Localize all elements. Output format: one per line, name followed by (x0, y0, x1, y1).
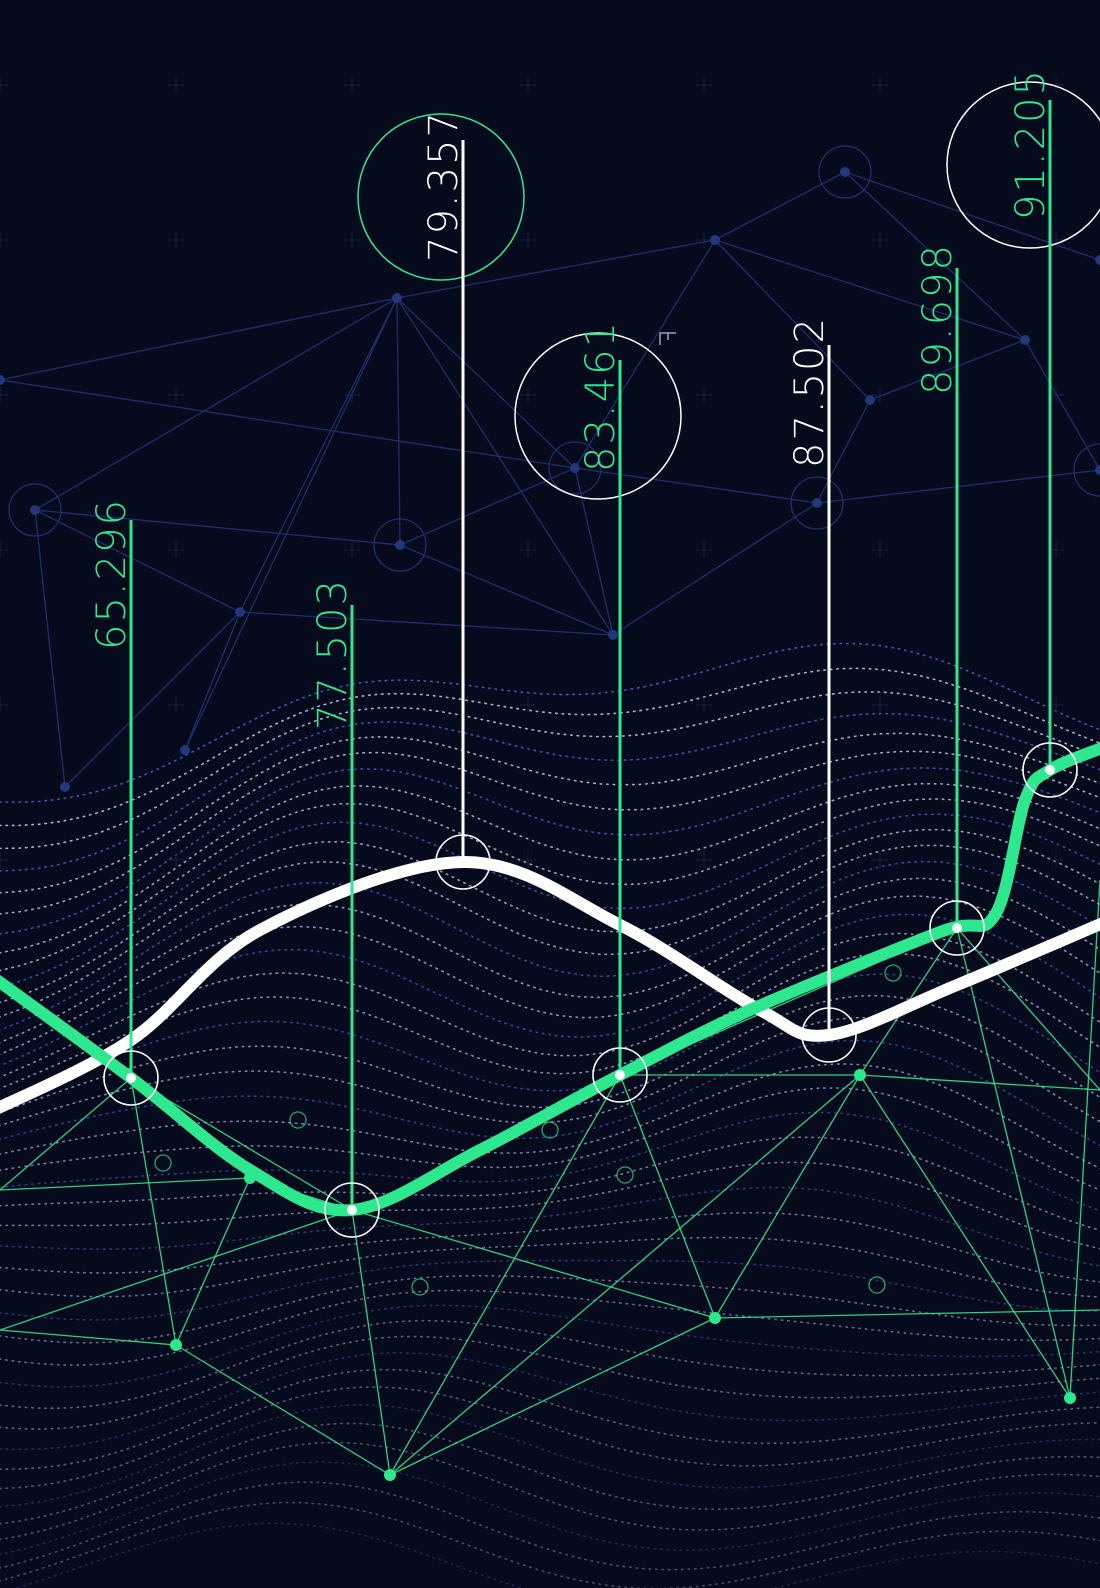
callout-value: 83.461 (578, 320, 624, 472)
node-dot (615, 1070, 625, 1080)
node-dot (824, 1030, 834, 1040)
network-node (235, 607, 245, 617)
network-node (1020, 335, 1030, 345)
node-dot (458, 857, 468, 867)
callout-value: 89.698 (915, 243, 961, 395)
network-node (840, 167, 850, 177)
callout-value: 91.205 (1008, 68, 1054, 220)
data-visual-artwork: 65.296 77.503 79.357 83.461 87.502 89.698 91.2… (0, 0, 1100, 1588)
network-node (812, 498, 822, 508)
network-node (608, 630, 618, 640)
callout-value: 77.503 (310, 578, 356, 730)
node-dot (952, 923, 962, 933)
node-dot (347, 1205, 357, 1215)
network-node (1064, 1392, 1076, 1404)
network-node (710, 235, 720, 245)
callout-value: 87.502 (787, 316, 833, 468)
callout-value: 79.357 (421, 110, 467, 262)
network-node (709, 1312, 721, 1324)
network-node (395, 540, 405, 550)
page: 65.296 77.503 79.357 83.461 87.502 89.698 91.2… (0, 0, 1100, 1588)
network-node (60, 782, 70, 792)
background (0, 0, 1100, 1588)
network-node (854, 1069, 866, 1081)
node-dot (1045, 765, 1055, 775)
node-dot (126, 1073, 136, 1083)
network-node (865, 395, 875, 405)
network-node (180, 745, 190, 755)
network-node (30, 505, 40, 515)
network-node (392, 293, 402, 303)
callout-value: 65.296 (89, 498, 135, 650)
network-node (384, 1469, 396, 1481)
network-node (170, 1339, 182, 1351)
